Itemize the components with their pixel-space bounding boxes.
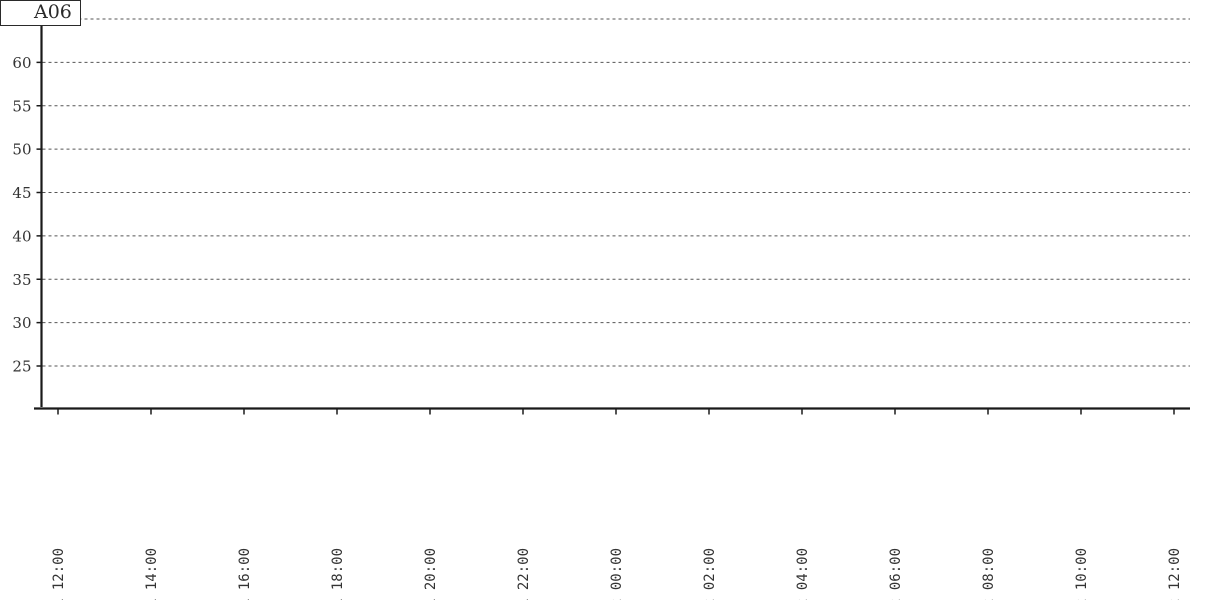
x-tick-label-10: 2025-09-02 08:00 (981, 548, 997, 600)
x-axis-ticks (57, 409, 1175, 415)
y-tick-label-35: 35 (12, 271, 31, 289)
chart-legend[interactable]: A06 (0, 0, 81, 26)
x-tick-label-7: 2025-09-02 02:00 (702, 548, 718, 600)
x-tick-label-8: 2025-09-02 04:00 (795, 548, 811, 600)
y-gridlines (42, 18, 1190, 367)
x-tick-label-0: 2025-09-01 12:00 (51, 548, 67, 600)
x-tick-label-11: 2025-09-02 10:00 (1074, 548, 1090, 600)
y-tick-label-55: 55 (12, 97, 31, 115)
x-tick-label-1: 2025-09-01 14:00 (144, 548, 160, 600)
x-tick-label-2: 2025-09-01 16:00 (237, 548, 253, 600)
x-tick-label-9: 2025-09-02 06:00 (888, 548, 904, 600)
y-axis-tick-labels: 253035404550556065 (12, 11, 31, 376)
y-tick-label-50: 50 (12, 141, 31, 159)
y-tick-label-60: 60 (12, 54, 31, 72)
legend-label-a06: A06 (34, 1, 72, 23)
x-tick-label-6: 2025-09-02 00:00 (609, 548, 625, 600)
y-tick-label-25: 25 (12, 358, 31, 376)
x-tick-label-12: 2025-09-02 12:00 (1167, 548, 1183, 600)
legend-color-swatch-a06 (7, 11, 29, 14)
x-tick-label-5: 2025-09-01 22:00 (516, 548, 532, 600)
x-axis-tick-labels: 2025-09-01 12:00 2025-09-01 14:00 2025-09-… (51, 548, 1183, 600)
y-tick-label-45: 45 (12, 184, 31, 202)
x-tick-label-3: 2025-09-01 18:00 (330, 548, 346, 600)
x-tick-label-4: 2025-09-01 20:00 (423, 548, 439, 600)
y-tick-label-40: 40 (12, 227, 31, 245)
y-tick-label-30: 30 (12, 314, 31, 332)
